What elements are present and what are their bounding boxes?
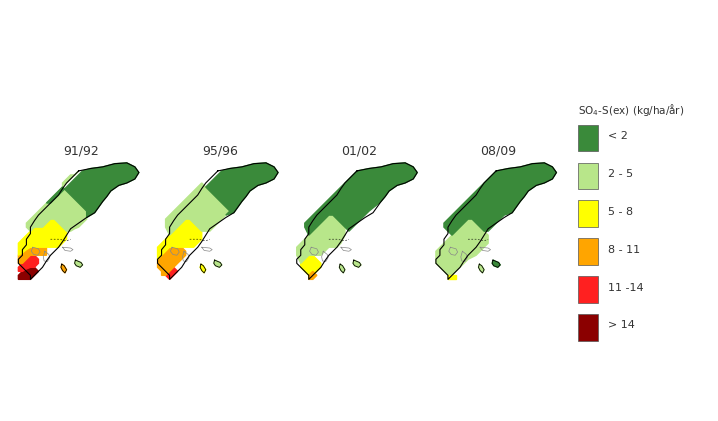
Title: 01/02: 01/02 [341, 145, 377, 158]
FancyBboxPatch shape [578, 314, 597, 341]
Polygon shape [75, 260, 83, 267]
Text: 11 -14: 11 -14 [608, 282, 644, 293]
Polygon shape [166, 267, 177, 280]
Polygon shape [157, 219, 202, 259]
Polygon shape [206, 163, 278, 215]
Text: 8 - 11: 8 - 11 [608, 245, 640, 255]
Polygon shape [214, 260, 222, 267]
FancyBboxPatch shape [578, 238, 597, 265]
Text: SO$_4$-S(ex) (kg/ha/år): SO$_4$-S(ex) (kg/ha/år) [578, 102, 684, 118]
FancyBboxPatch shape [578, 163, 597, 189]
Polygon shape [297, 215, 345, 263]
Polygon shape [492, 260, 500, 267]
Polygon shape [309, 271, 317, 280]
FancyBboxPatch shape [578, 276, 597, 303]
Polygon shape [304, 163, 417, 235]
Title: 91/92: 91/92 [62, 145, 98, 158]
Polygon shape [157, 247, 186, 275]
Polygon shape [47, 163, 139, 218]
Polygon shape [19, 255, 39, 271]
Polygon shape [61, 264, 67, 273]
Polygon shape [444, 163, 556, 235]
Polygon shape [19, 267, 39, 280]
FancyBboxPatch shape [578, 200, 597, 227]
Polygon shape [448, 275, 456, 280]
Polygon shape [27, 171, 87, 231]
Polygon shape [340, 264, 345, 273]
Title: 08/09: 08/09 [480, 145, 516, 158]
Polygon shape [19, 247, 47, 263]
Polygon shape [301, 255, 321, 280]
Polygon shape [19, 219, 67, 255]
Text: < 2: < 2 [608, 131, 628, 141]
Polygon shape [200, 264, 206, 273]
Polygon shape [436, 219, 488, 280]
FancyBboxPatch shape [578, 125, 597, 151]
Text: > 14: > 14 [608, 320, 635, 330]
Title: 95/96: 95/96 [202, 145, 238, 158]
Text: 2 - 5: 2 - 5 [608, 169, 633, 179]
Polygon shape [353, 260, 361, 267]
Polygon shape [166, 183, 230, 235]
Polygon shape [478, 264, 484, 273]
Text: 5 - 8: 5 - 8 [608, 207, 633, 217]
